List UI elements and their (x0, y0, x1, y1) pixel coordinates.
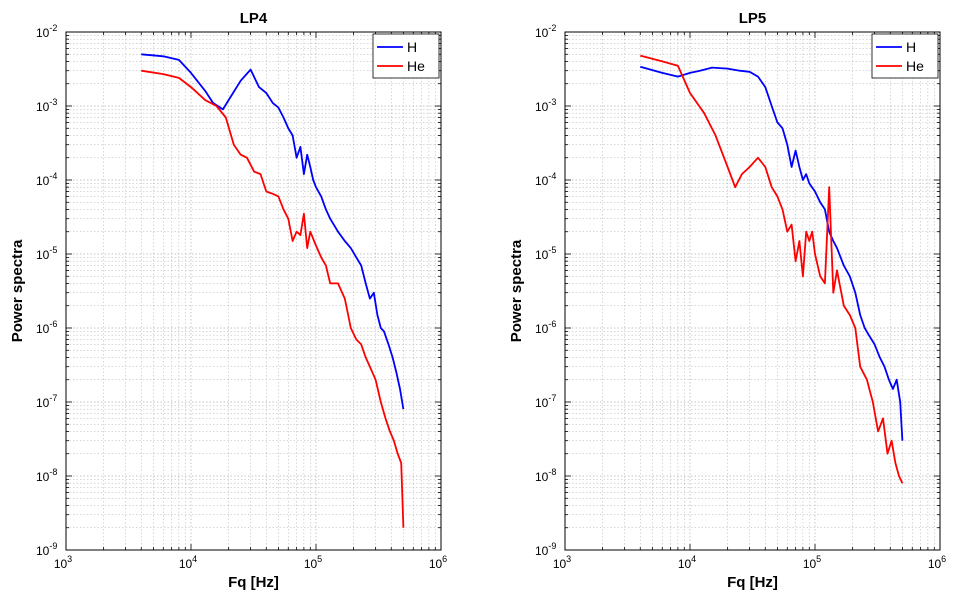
y-axis-label: Power spectra (508, 239, 525, 342)
y-tick-label: 10-5 (36, 245, 57, 262)
plot-area (565, 32, 940, 550)
legend: H He (871, 33, 939, 79)
y-tick-label: 10-8 (36, 467, 57, 484)
plot-area (66, 32, 441, 550)
axis-ticks (65, 31, 442, 551)
y-tick-label: 10-7 (36, 393, 57, 410)
y-tick-label: 10-4 (535, 171, 556, 188)
axes-frame (564, 31, 941, 551)
y-tick-label: 10-7 (535, 393, 556, 410)
y-axis-label: Power spectra (9, 239, 26, 342)
x-tick-label: 104 (678, 554, 696, 571)
y-tick-label: 10-2 (36, 23, 57, 40)
x-tick-label: 106 (928, 554, 946, 571)
series-line-h (141, 53, 405, 410)
chart-title: LP5 (739, 10, 767, 27)
x-tick-label: 104 (179, 554, 197, 571)
legend-box (871, 33, 939, 79)
legend-label-h: H (906, 39, 916, 55)
y-tick-label: 10-5 (535, 245, 556, 262)
y-tick-label: 10-3 (535, 97, 556, 114)
legend-label-he: He (906, 58, 924, 74)
x-tick-label: 106 (429, 554, 447, 571)
chart-panel-1: 103 104 105 106 10-9 10-8 10-7 10-6 10-5 10-4 10-3… (9, 10, 447, 591)
y-tick-label: 10-9 (36, 541, 57, 558)
x-axis-label: Fq [Hz] (727, 574, 778, 591)
legend-box (372, 33, 440, 79)
series-line-h (640, 65, 904, 441)
y-tick-label: 10-6 (36, 319, 57, 336)
legend-label-h: H (407, 39, 417, 55)
series-line-he (141, 69, 405, 528)
legend-label-he: He (407, 58, 425, 74)
chart-panel-2: 103 104 105 106 10-9 10-8 10-7 10-6 10-5 10-4 10-3… (508, 10, 946, 591)
y-tick-label: 10-3 (36, 97, 57, 114)
legend: H He (372, 33, 440, 79)
x-tick-label: 103 (553, 554, 571, 571)
x-tick-label: 103 (54, 554, 72, 571)
chart-title: LP4 (240, 10, 268, 27)
x-tick-label: 105 (304, 554, 322, 571)
y-tick-label: 10-6 (535, 319, 556, 336)
y-tick-label: 10-8 (535, 467, 556, 484)
x-axis-label: Fq [Hz] (228, 574, 279, 591)
axes-frame (65, 31, 442, 551)
y-tick-label: 10-2 (535, 23, 556, 40)
series-line-he (640, 54, 904, 484)
y-tick-label: 10-4 (36, 171, 57, 188)
x-tick-label: 105 (803, 554, 821, 571)
y-tick-label: 10-9 (535, 541, 556, 558)
axis-ticks (564, 31, 941, 551)
